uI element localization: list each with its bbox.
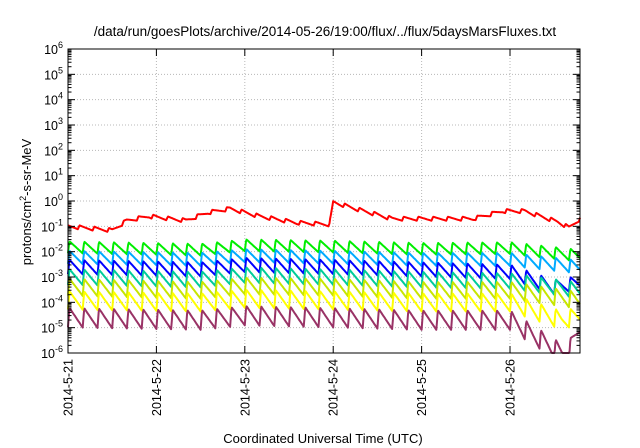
y-tick-label: 10-2	[41, 243, 63, 260]
y-tick-exponent: -4	[55, 293, 63, 303]
y-tick-label: 101	[44, 167, 63, 184]
y-tick-label: 104	[44, 91, 63, 108]
y-tick-label: 102	[44, 141, 63, 158]
y-tick-base: 10	[44, 94, 58, 108]
series-line	[67, 276, 581, 309]
y-tick-base: 10	[41, 322, 55, 336]
y-axis-label: protons/cm2-s-sr-MeV	[18, 138, 34, 265]
y-tick-base: 10	[41, 296, 55, 310]
y-axis-label-unit: protons/cm	[19, 201, 34, 265]
x-tick-label: 2014-5-24	[327, 359, 341, 416]
grid-lines	[68, 49, 580, 353]
y-tick-exponent: -2	[55, 243, 63, 253]
series-line	[67, 289, 581, 329]
series-line	[67, 305, 581, 354]
x-tick-label: 2014-5-23	[238, 359, 252, 416]
x-tick-label: 2014-5-22	[150, 359, 164, 416]
y-tick-base: 10	[44, 119, 58, 133]
x-tick-label: 2014-5-25	[415, 359, 429, 416]
y-tick-label: 10-6	[41, 344, 63, 361]
y-tick-exponent: 0	[58, 192, 63, 202]
y-axis-label-exponent: 2	[18, 196, 28, 201]
y-tick-exponent: -6	[55, 344, 63, 354]
series-line	[67, 248, 581, 274]
y-tick-exponent: 6	[58, 40, 63, 50]
x-axis-label: Coordinated Universal Time (UTC)	[223, 431, 422, 446]
y-tick-exponent: 1	[58, 167, 63, 177]
y-tick-base: 10	[41, 246, 55, 260]
y-tick-exponent: -3	[55, 268, 63, 278]
y-tick-base: 10	[44, 43, 58, 57]
plot-frame	[67, 48, 581, 354]
y-tick-base: 10	[44, 170, 58, 184]
y-tick-base: 10	[44, 144, 58, 158]
series-line	[67, 200, 581, 233]
y-tick-base: 10	[44, 195, 58, 209]
y-tick-label: 10-1	[41, 217, 63, 234]
series-line	[67, 266, 581, 298]
series-lines	[67, 200, 581, 354]
y-tick-exponent: 4	[58, 91, 63, 101]
y-tick-exponent: -1	[55, 217, 63, 227]
y-tick-base: 10	[41, 220, 55, 234]
series-line	[67, 257, 581, 296]
y-tick-exponent: 3	[58, 116, 63, 126]
chart-title: /data/run/goesPlots/archive/2014-05-26/1…	[94, 24, 556, 39]
y-tick-label: 10-5	[41, 319, 63, 336]
y-tick-label: 10-4	[41, 293, 63, 310]
x-tick-label: 2014-5-26	[504, 359, 518, 416]
y-tick-label: 10-3	[41, 268, 63, 285]
y-axis: 10-610-510-410-310-210-11001011021031041…	[41, 40, 63, 361]
plot-border	[67, 48, 581, 354]
y-axis-label-rest: -s-sr-MeV	[19, 138, 34, 195]
y-tick-label: 100	[44, 192, 63, 209]
y-tick-base: 10	[41, 347, 55, 361]
y-tick-exponent: 5	[58, 65, 63, 75]
series-line	[67, 238, 581, 262]
y-tick-label: 106	[44, 40, 63, 57]
y-tick-label: 103	[44, 116, 63, 133]
y-tick-label: 105	[44, 65, 63, 82]
x-tick-label: 2014-5-21	[62, 359, 76, 416]
y-tick-exponent: -5	[55, 319, 63, 329]
y-tick-base: 10	[44, 68, 58, 82]
y-tick-base: 10	[41, 271, 55, 285]
x-axis: 2014-5-21 2014-5-22 2014-5-23 2014-5-24 2014…	[62, 359, 518, 416]
y-tick-exponent: 2	[58, 141, 63, 151]
